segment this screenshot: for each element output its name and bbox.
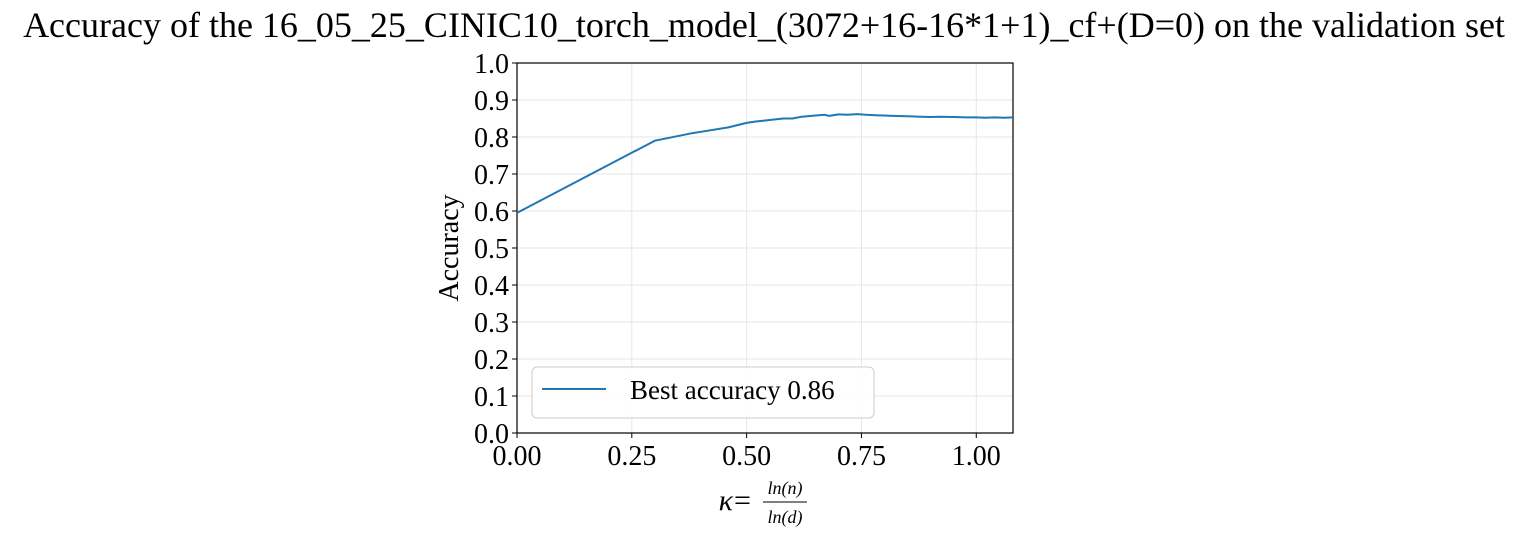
x-tick-label: 0.00 [493, 441, 542, 472]
series-group [516, 113, 1014, 214]
y-tick-label: 0.8 [474, 123, 509, 154]
y-tick-label: 0.9 [474, 86, 509, 117]
y-tick-label: 0.6 [474, 197, 509, 228]
legend: Best accuracy 0.86 [531, 366, 875, 419]
y-tick-label: 0.3 [474, 308, 509, 339]
y-axis-label: Accuracy [434, 194, 465, 301]
x-axis-label-prefix: κ [719, 484, 734, 517]
y-tick-label: 0.1 [474, 382, 509, 413]
x-tick-label: 0.75 [837, 441, 886, 472]
y-tick-label: 0.0 [474, 419, 509, 450]
y-tick-label: 0.4 [474, 271, 509, 302]
x-axis-label-equals: = [734, 484, 751, 517]
y-axis-ticks: 0.0 0.1 0.2 0.3 0.4 0.5 0.6 0.7 0.8 0.9 1.0 [474, 49, 517, 450]
series-line-0 [516, 113, 1014, 214]
x-axis-label-denominator: ln(d) [768, 507, 803, 528]
x-axis-ticks: 0.00 0.25 0.50 0.75 1.00 [493, 433, 1001, 472]
x-axis-label-numerator: ln(n) [768, 478, 803, 499]
x-tick-label: 1.00 [952, 441, 1001, 472]
chart-title: Accuracy of the 16_05_25_CINIC10_torch_m… [23, 5, 1505, 45]
x-axis-label: κ = ln(n) ln(d) [719, 478, 807, 528]
legend-box [531, 366, 875, 419]
y-tick-label: 0.5 [474, 234, 509, 265]
y-tick-label: 0.2 [474, 345, 509, 376]
x-tick-label: 0.25 [607, 441, 656, 472]
legend-label: Best accuracy 0.86 [630, 375, 835, 405]
y-tick-label: 0.7 [474, 160, 509, 191]
y-tick-label: 1.0 [474, 49, 509, 80]
x-tick-label: 0.50 [722, 441, 771, 472]
